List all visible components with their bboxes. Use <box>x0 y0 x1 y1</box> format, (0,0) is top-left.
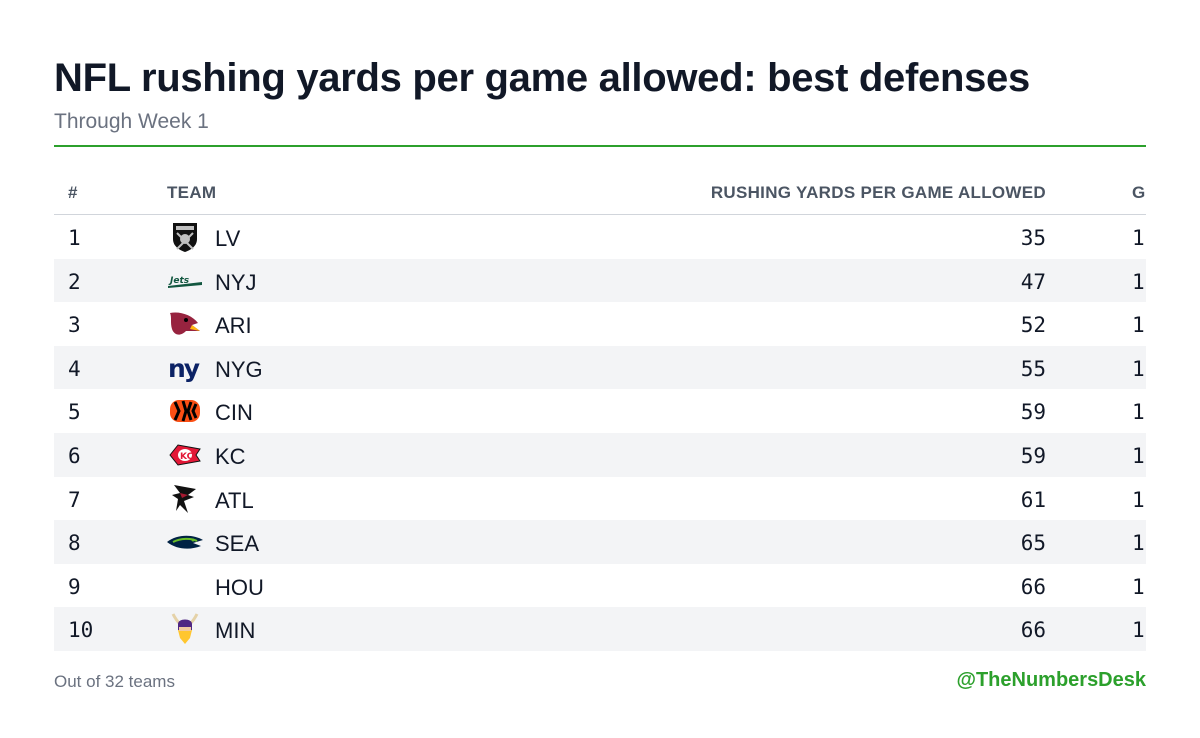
rushing-yards-cell: 55 <box>1020 356 1046 381</box>
rushing-yards-cell: 59 <box>1020 443 1046 468</box>
team-cell: KC <box>215 443 246 469</box>
rank-cell: 9 <box>68 574 81 599</box>
team-cell: MIN <box>215 618 256 644</box>
rank-cell: 10 <box>68 618 94 643</box>
team-cell: ARI <box>215 313 252 339</box>
games-cell: 1 <box>1132 313 1145 338</box>
games-cell: 1 <box>1132 269 1145 294</box>
table-row[interactable]: 6 KC KC 59 1 <box>54 432 1146 477</box>
rushing-yards-cell: 65 <box>1020 531 1046 556</box>
giants-ny-icon: ny <box>167 352 203 384</box>
table-row[interactable]: 4 ny NYG 55 1 <box>54 345 1146 390</box>
chiefs-arrowhead-icon: KC <box>167 439 203 471</box>
games-cell: 1 <box>1132 226 1145 250</box>
games-cell: 1 <box>1132 443 1145 468</box>
rushing-yards-cell: 35 <box>1020 226 1046 250</box>
table-row[interactable]: 3 ARI 52 1 <box>54 302 1146 346</box>
team-cell: ATL <box>215 487 254 513</box>
rushing-yards-cell: 47 <box>1020 269 1046 294</box>
table-row[interactable]: 1 LV 35 1 <box>54 215 1146 259</box>
header-rank[interactable]: # <box>68 183 78 202</box>
rushing-yards-cell: 66 <box>1020 574 1046 599</box>
raiders-shield-icon <box>167 221 203 253</box>
rushing-yards-cell: 66 <box>1020 618 1046 643</box>
team-cell: HOU <box>215 574 264 600</box>
svg-text:ny: ny <box>168 354 200 383</box>
rushing-yards-cell: 59 <box>1020 400 1046 425</box>
cardinal-head-icon <box>167 308 203 340</box>
page-subtitle: Through Week 1 <box>54 110 209 133</box>
header-rushing-yards[interactable]: RUSHING YARDS PER GAME ALLOWED <box>710 183 1046 202</box>
table-row[interactable]: 5 CIN 59 1 <box>54 389 1146 433</box>
footer-credit[interactable]: @TheNumbersDesk <box>956 669 1146 691</box>
games-cell: 1 <box>1132 531 1145 556</box>
team-cell: NYJ <box>215 269 257 295</box>
rushing-yards-cell: 61 <box>1020 487 1046 512</box>
games-cell: 1 <box>1132 356 1145 381</box>
games-cell: 1 <box>1132 400 1145 425</box>
header-games[interactable]: G <box>1132 183 1146 202</box>
rank-cell: 8 <box>68 531 81 556</box>
rank-cell: 6 <box>68 443 81 468</box>
games-cell: 1 <box>1132 574 1145 599</box>
title-divider <box>54 145 1146 147</box>
rushing-yards-cell: 52 <box>1020 313 1046 338</box>
table-header: # TEAM RUSHING YARDS PER GAME ALLOWED G <box>54 170 1146 215</box>
bengals-stripes-icon <box>167 395 203 427</box>
table-body: 1 LV 35 1 2 Jets NYJ 47 1 3 ARI 52 1 4 ny NYG 55 1 5 CIN 59 1… <box>54 215 1146 651</box>
rank-cell: 3 <box>68 313 81 338</box>
table-row[interactable]: 8 SEA 65 1 <box>54 520 1146 564</box>
svg-text:KC: KC <box>180 452 194 462</box>
viking-icon <box>167 613 203 645</box>
jets-wordmark-icon: Jets <box>167 265 203 297</box>
team-logo-placeholder <box>167 570 203 602</box>
rank-cell: 7 <box>68 487 81 512</box>
rank-cell: 2 <box>68 269 81 294</box>
footer-note: Out of 32 teams <box>54 672 175 691</box>
rank-cell: 5 <box>68 400 81 425</box>
games-cell: 1 <box>1132 618 1145 643</box>
table-row[interactable]: 7 ATL 61 1 <box>54 477 1146 521</box>
page-title: NFL rushing yards per game allowed: best… <box>54 56 1030 100</box>
team-cell: LV <box>215 226 241 251</box>
team-cell: SEA <box>215 531 260 557</box>
rank-cell: 4 <box>68 356 81 381</box>
seahawk-icon <box>167 526 203 558</box>
rank-cell: 1 <box>68 226 81 250</box>
header-team[interactable]: TEAM <box>167 183 217 202</box>
table-row[interactable]: 10 MIN 66 1 <box>54 607 1146 651</box>
falcon-icon <box>167 483 203 515</box>
table-row[interactable]: 2 Jets NYJ 47 1 <box>54 258 1146 303</box>
rankings-table: # TEAM RUSHING YARDS PER GAME ALLOWED G … <box>54 170 1146 655</box>
team-cell: NYG <box>215 356 263 382</box>
games-cell: 1 <box>1132 487 1145 512</box>
svg-text:Jets: Jets <box>168 276 190 286</box>
team-cell: CIN <box>215 400 253 426</box>
table-row[interactable]: 9 HOU 66 1 <box>54 564 1146 608</box>
